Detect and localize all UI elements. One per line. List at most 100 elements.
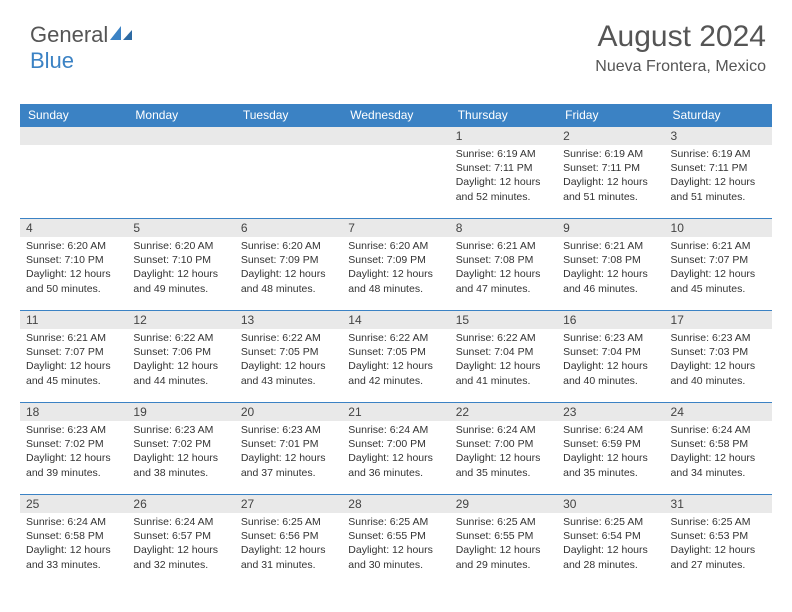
day-data: Sunrise: 6:20 AMSunset: 7:09 PMDaylight:… xyxy=(235,237,342,300)
calendar-cell: 20Sunrise: 6:23 AMSunset: 7:01 PMDayligh… xyxy=(235,403,342,495)
day-data: Sunrise: 6:24 AMSunset: 6:57 PMDaylight:… xyxy=(127,513,234,576)
day-number: 27 xyxy=(235,495,342,513)
calendar-header-row: SundayMondayTuesdayWednesdayThursdayFrid… xyxy=(20,104,772,127)
logo-text-1: General xyxy=(30,22,108,47)
day-data: Sunrise: 6:25 AMSunset: 6:55 PMDaylight:… xyxy=(450,513,557,576)
calendar-table: SundayMondayTuesdayWednesdayThursdayFrid… xyxy=(20,104,772,587)
day-number: . xyxy=(235,127,342,145)
calendar-week-row: 11Sunrise: 6:21 AMSunset: 7:07 PMDayligh… xyxy=(20,311,772,403)
calendar-cell: 15Sunrise: 6:22 AMSunset: 7:04 PMDayligh… xyxy=(450,311,557,403)
location: Nueva Frontera, Mexico xyxy=(595,58,766,76)
day-number: 17 xyxy=(665,311,772,329)
day-data: Sunrise: 6:22 AMSunset: 7:04 PMDaylight:… xyxy=(450,329,557,392)
day-data: Sunrise: 6:20 AMSunset: 7:10 PMDaylight:… xyxy=(127,237,234,300)
calendar-cell: 8Sunrise: 6:21 AMSunset: 7:08 PMDaylight… xyxy=(450,219,557,311)
day-number: 24 xyxy=(665,403,772,421)
calendar-cell: 7Sunrise: 6:20 AMSunset: 7:09 PMDaylight… xyxy=(342,219,449,311)
calendar-cell: 18Sunrise: 6:23 AMSunset: 7:02 PMDayligh… xyxy=(20,403,127,495)
calendar-cell: 26Sunrise: 6:24 AMSunset: 6:57 PMDayligh… xyxy=(127,495,234,587)
day-data: Sunrise: 6:24 AMSunset: 6:58 PMDaylight:… xyxy=(665,421,772,484)
day-number: 2 xyxy=(557,127,664,145)
day-data: Sunrise: 6:22 AMSunset: 7:05 PMDaylight:… xyxy=(235,329,342,392)
day-data: Sunrise: 6:19 AMSunset: 7:11 PMDaylight:… xyxy=(557,145,664,208)
calendar-week-row: 4Sunrise: 6:20 AMSunset: 7:10 PMDaylight… xyxy=(20,219,772,311)
calendar-cell: 4Sunrise: 6:20 AMSunset: 7:10 PMDaylight… xyxy=(20,219,127,311)
day-data: Sunrise: 6:20 AMSunset: 7:09 PMDaylight:… xyxy=(342,237,449,300)
day-header: Friday xyxy=(557,104,664,127)
day-number: 10 xyxy=(665,219,772,237)
day-number: . xyxy=(342,127,449,145)
day-data: Sunrise: 6:25 AMSunset: 6:56 PMDaylight:… xyxy=(235,513,342,576)
calendar-cell: 12Sunrise: 6:22 AMSunset: 7:06 PMDayligh… xyxy=(127,311,234,403)
day-number: . xyxy=(127,127,234,145)
logo: GeneralBlue xyxy=(30,22,132,74)
day-data: Sunrise: 6:20 AMSunset: 7:10 PMDaylight:… xyxy=(20,237,127,300)
day-data: Sunrise: 6:24 AMSunset: 7:00 PMDaylight:… xyxy=(342,421,449,484)
calendar-cell: 13Sunrise: 6:22 AMSunset: 7:05 PMDayligh… xyxy=(235,311,342,403)
day-number: 3 xyxy=(665,127,772,145)
day-data: Sunrise: 6:21 AMSunset: 7:07 PMDaylight:… xyxy=(665,237,772,300)
day-data: Sunrise: 6:25 AMSunset: 6:54 PMDaylight:… xyxy=(557,513,664,576)
calendar-cell: 31Sunrise: 6:25 AMSunset: 6:53 PMDayligh… xyxy=(665,495,772,587)
calendar-cell: 28Sunrise: 6:25 AMSunset: 6:55 PMDayligh… xyxy=(342,495,449,587)
calendar-week-row: 18Sunrise: 6:23 AMSunset: 7:02 PMDayligh… xyxy=(20,403,772,495)
day-data: Sunrise: 6:25 AMSunset: 6:53 PMDaylight:… xyxy=(665,513,772,576)
calendar-cell: 5Sunrise: 6:20 AMSunset: 7:10 PMDaylight… xyxy=(127,219,234,311)
day-number: 23 xyxy=(557,403,664,421)
calendar-cell: . xyxy=(342,127,449,219)
day-data: Sunrise: 6:21 AMSunset: 7:08 PMDaylight:… xyxy=(557,237,664,300)
calendar-cell: 27Sunrise: 6:25 AMSunset: 6:56 PMDayligh… xyxy=(235,495,342,587)
day-number: 7 xyxy=(342,219,449,237)
day-data: Sunrise: 6:19 AMSunset: 7:11 PMDaylight:… xyxy=(450,145,557,208)
calendar-cell: 23Sunrise: 6:24 AMSunset: 6:59 PMDayligh… xyxy=(557,403,664,495)
day-header: Thursday xyxy=(450,104,557,127)
calendar-cell: 24Sunrise: 6:24 AMSunset: 6:58 PMDayligh… xyxy=(665,403,772,495)
day-header: Wednesday xyxy=(342,104,449,127)
day-data: Sunrise: 6:23 AMSunset: 7:01 PMDaylight:… xyxy=(235,421,342,484)
day-data: Sunrise: 6:24 AMSunset: 7:00 PMDaylight:… xyxy=(450,421,557,484)
logo-text: GeneralBlue xyxy=(30,22,132,74)
day-data: Sunrise: 6:22 AMSunset: 7:05 PMDaylight:… xyxy=(342,329,449,392)
day-data: Sunrise: 6:21 AMSunset: 7:08 PMDaylight:… xyxy=(450,237,557,300)
day-number: 4 xyxy=(20,219,127,237)
calendar-cell: 10Sunrise: 6:21 AMSunset: 7:07 PMDayligh… xyxy=(665,219,772,311)
logo-text-2: Blue xyxy=(30,48,74,73)
calendar-cell: 1Sunrise: 6:19 AMSunset: 7:11 PMDaylight… xyxy=(450,127,557,219)
day-data: Sunrise: 6:19 AMSunset: 7:11 PMDaylight:… xyxy=(665,145,772,208)
day-number: 25 xyxy=(20,495,127,513)
day-number: 30 xyxy=(557,495,664,513)
day-number: 5 xyxy=(127,219,234,237)
day-number: 28 xyxy=(342,495,449,513)
month-title: August 2024 xyxy=(595,20,766,54)
day-number: 6 xyxy=(235,219,342,237)
calendar-cell: . xyxy=(20,127,127,219)
day-number: 9 xyxy=(557,219,664,237)
day-number: 16 xyxy=(557,311,664,329)
day-number: 8 xyxy=(450,219,557,237)
day-number: 26 xyxy=(127,495,234,513)
day-number: 19 xyxy=(127,403,234,421)
day-header: Monday xyxy=(127,104,234,127)
day-data: Sunrise: 6:23 AMSunset: 7:02 PMDaylight:… xyxy=(127,421,234,484)
calendar-cell: 19Sunrise: 6:23 AMSunset: 7:02 PMDayligh… xyxy=(127,403,234,495)
calendar-cell: 30Sunrise: 6:25 AMSunset: 6:54 PMDayligh… xyxy=(557,495,664,587)
calendar-cell: 9Sunrise: 6:21 AMSunset: 7:08 PMDaylight… xyxy=(557,219,664,311)
calendar-cell: 14Sunrise: 6:22 AMSunset: 7:05 PMDayligh… xyxy=(342,311,449,403)
calendar-week-row: . . . . 1Sunrise: 6:19 AMSunset: 7:11 PM… xyxy=(20,127,772,219)
day-number: 22 xyxy=(450,403,557,421)
calendar-cell: . xyxy=(235,127,342,219)
calendar-body: . . . . 1Sunrise: 6:19 AMSunset: 7:11 PM… xyxy=(20,127,772,587)
day-number: 15 xyxy=(450,311,557,329)
calendar-cell: . xyxy=(127,127,234,219)
day-header: Saturday xyxy=(665,104,772,127)
day-data: Sunrise: 6:25 AMSunset: 6:55 PMDaylight:… xyxy=(342,513,449,576)
day-number: 29 xyxy=(450,495,557,513)
day-number: 21 xyxy=(342,403,449,421)
day-number: 12 xyxy=(127,311,234,329)
day-data: Sunrise: 6:24 AMSunset: 6:59 PMDaylight:… xyxy=(557,421,664,484)
logo-sail-icon xyxy=(110,22,132,48)
day-number: 14 xyxy=(342,311,449,329)
day-number: 11 xyxy=(20,311,127,329)
day-number: 20 xyxy=(235,403,342,421)
day-header: Sunday xyxy=(20,104,127,127)
